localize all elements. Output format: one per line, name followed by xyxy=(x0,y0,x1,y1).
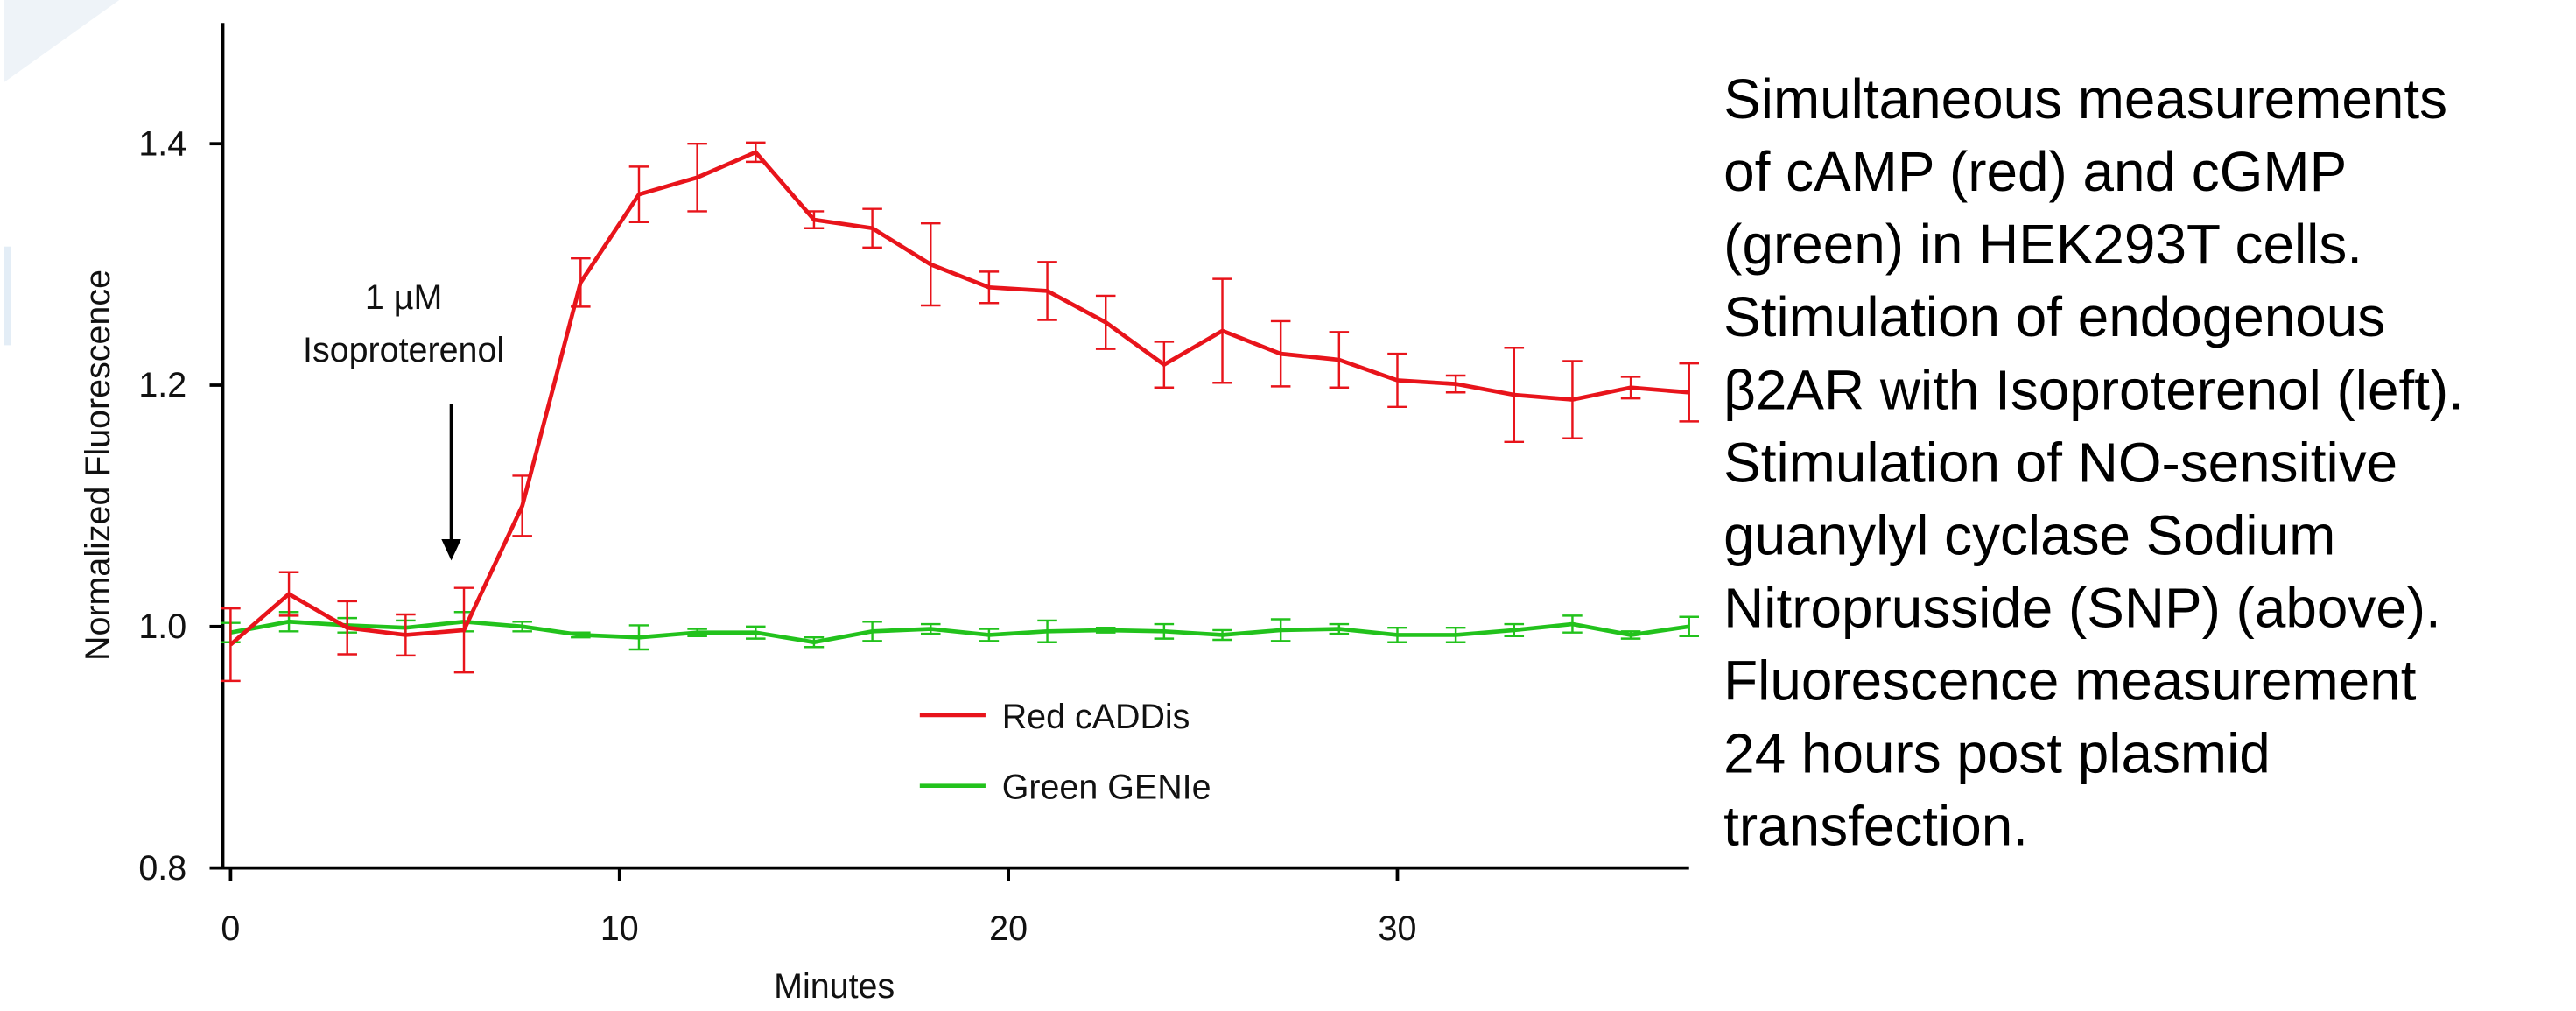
legend-label: Green GENIe xyxy=(1002,769,1211,807)
caption-line: Nitroprusside (SNP) (above). xyxy=(1723,576,2441,639)
y-tick-label: 0.8 xyxy=(138,849,186,888)
y-tick-label: 1.2 xyxy=(138,366,186,404)
annotation: Isoproterenol xyxy=(303,331,504,369)
caption-line: guanylyl cyclase Sodium xyxy=(1723,503,2335,566)
x-tick-label: 10 xyxy=(600,909,639,948)
x-tick-label: 0 xyxy=(221,909,240,948)
y-tick-label: 1.0 xyxy=(138,607,186,646)
y-axis-label: Normalized Fluorescence xyxy=(79,270,117,661)
series-line xyxy=(228,150,1689,647)
series-line xyxy=(229,619,1690,645)
caption-line: transfection. xyxy=(1723,794,2028,857)
caption-line: of cAMP (red) and cGMP xyxy=(1723,140,2347,203)
x-tick-label: 20 xyxy=(989,909,1028,948)
plot-area: 0.8 1.0 1.2 1.4 0 10 20 30 Red cADDis Green GENIe xyxy=(138,124,1700,948)
x-tick-label: 30 xyxy=(1379,909,1417,948)
caption: Simultaneous measurements of cAMP (red) a… xyxy=(1723,67,2464,857)
caption-line: Fluorescence measurement xyxy=(1723,649,2417,712)
caption-line: 24 hours post plasmid xyxy=(1723,721,2271,784)
caption-line: (green) in HEK293T cells. xyxy=(1723,213,2362,276)
caption-line: Stimulation of endogenous xyxy=(1723,285,2385,348)
annotation: 1 µM xyxy=(365,278,442,317)
caption-line: Simultaneous measurements xyxy=(1723,67,2447,130)
decoration xyxy=(4,0,120,82)
y-tick-label: 1.4 xyxy=(138,124,186,163)
annotation-arrow xyxy=(441,539,461,561)
decoration xyxy=(4,246,11,346)
x-axis-label: Minutes xyxy=(774,967,895,1006)
legend-label: Red cADDis xyxy=(1002,698,1190,736)
caption-line: β2AR with Isoproterenol (left). xyxy=(1723,358,2464,421)
caption-line: Stimulation of NO-sensitive xyxy=(1723,431,2397,494)
